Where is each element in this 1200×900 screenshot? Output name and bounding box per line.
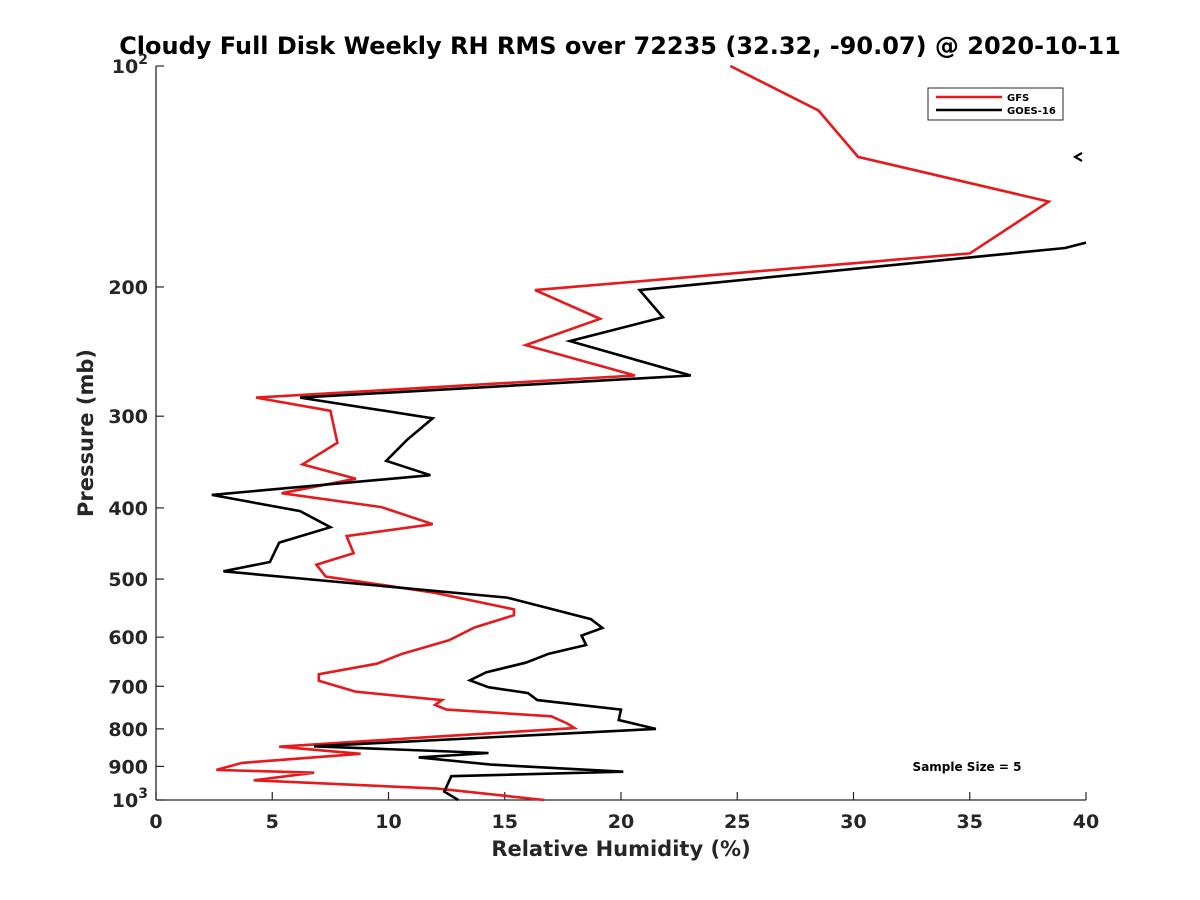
x-tick-label: 0 bbox=[149, 811, 162, 833]
legend-label-goes16: GOES-16 bbox=[1007, 106, 1056, 117]
x-tick-label: 10 bbox=[375, 811, 401, 833]
y-tick-label: 600 bbox=[108, 627, 148, 649]
y-tick-label: 700 bbox=[108, 676, 148, 698]
y-tick-label: 400 bbox=[108, 498, 148, 520]
legend-label-gfs: GFS bbox=[1007, 93, 1029, 104]
y-axis-label: Pressure (mb) bbox=[74, 349, 98, 517]
y-tick-label: 103 bbox=[112, 786, 148, 812]
y-tick-label: 102 bbox=[112, 52, 148, 78]
legend: GFS GOES-16 bbox=[927, 87, 1064, 121]
x-tick-label: 35 bbox=[957, 811, 983, 833]
sample-size-annotation: Sample Size = 5 bbox=[913, 760, 1022, 774]
x-tick-label: 30 bbox=[840, 811, 866, 833]
y-tick-label: 200 bbox=[108, 277, 148, 299]
x-tick-label: 20 bbox=[608, 811, 634, 833]
legend-box bbox=[927, 87, 1064, 121]
plot-area-frame bbox=[156, 66, 1086, 800]
y-tick-label: 300 bbox=[108, 406, 148, 428]
y-tick-label: 500 bbox=[108, 569, 148, 591]
series-line-goes16 bbox=[211, 241, 1087, 802]
x-tick-label: 5 bbox=[266, 811, 279, 833]
x-tick-label: 25 bbox=[724, 811, 750, 833]
out-of-range-marker bbox=[1072, 151, 1083, 162]
y-tick-label: 800 bbox=[108, 719, 148, 741]
series-line-gfs bbox=[216, 64, 1053, 802]
x-axis-label: Relative Humidity (%) bbox=[491, 837, 750, 861]
chart-title: Cloudy Full Disk Weekly RH RMS over 7223… bbox=[119, 32, 1121, 60]
y-tick-label: 900 bbox=[108, 756, 148, 778]
x-tick-label: 40 bbox=[1073, 811, 1099, 833]
x-tick-label: 15 bbox=[492, 811, 518, 833]
